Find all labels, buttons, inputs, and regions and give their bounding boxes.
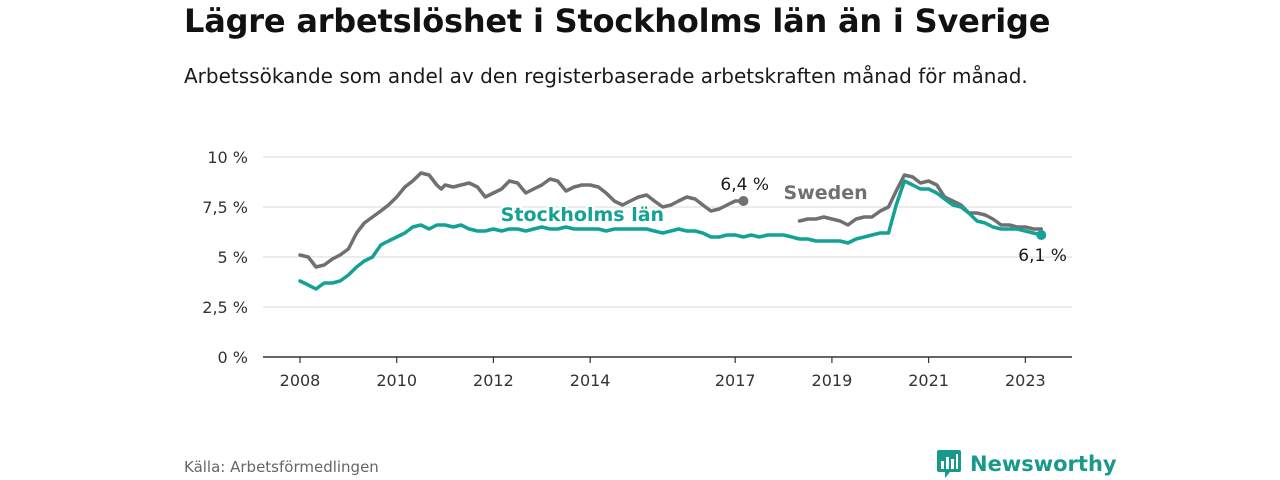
source-text: Källa: Arbetsförmedlingen bbox=[184, 458, 379, 476]
y-tick-label: 2,5 % bbox=[202, 298, 248, 317]
x-tick-label: 2014 bbox=[570, 371, 611, 390]
brand-logo[interactable]: Newsworthy bbox=[936, 449, 1117, 479]
series-line bbox=[298, 179, 1044, 291]
x-tick-label: 2023 bbox=[1005, 371, 1046, 390]
x-tick-label: 2010 bbox=[376, 371, 417, 390]
y-tick-label: 7,5 % bbox=[202, 198, 248, 217]
series-end-label: 6,4 % bbox=[720, 175, 769, 195]
chart-title: Lägre arbetslöshet i Stockholms län än i… bbox=[184, 2, 1051, 40]
y-tick-label: 5 % bbox=[218, 248, 248, 267]
x-tick-label: 2021 bbox=[908, 371, 949, 390]
x-tick-label: 2008 bbox=[280, 371, 321, 390]
series-line bbox=[298, 171, 746, 269]
x-tick-label: 2019 bbox=[812, 371, 853, 390]
y-tick-label: 10 % bbox=[207, 148, 248, 167]
series-line bbox=[797, 173, 1044, 231]
y-tick-label: 0 % bbox=[218, 348, 248, 367]
brand-name: Newsworthy bbox=[970, 452, 1117, 476]
series-label: Sweden bbox=[784, 182, 868, 204]
series-end-label: 6,1 % bbox=[1018, 246, 1067, 266]
chart-subtitle: Arbetssökande som andel av den registerb… bbox=[184, 64, 1028, 88]
series-label: Stockholms län bbox=[501, 204, 664, 226]
x-tick-label: 2012 bbox=[473, 371, 514, 390]
newsworthy-logo-icon bbox=[937, 450, 961, 478]
x-tick-label: 2017 bbox=[715, 371, 756, 390]
series-end-point bbox=[738, 196, 749, 206]
series-end-point bbox=[1036, 230, 1047, 240]
